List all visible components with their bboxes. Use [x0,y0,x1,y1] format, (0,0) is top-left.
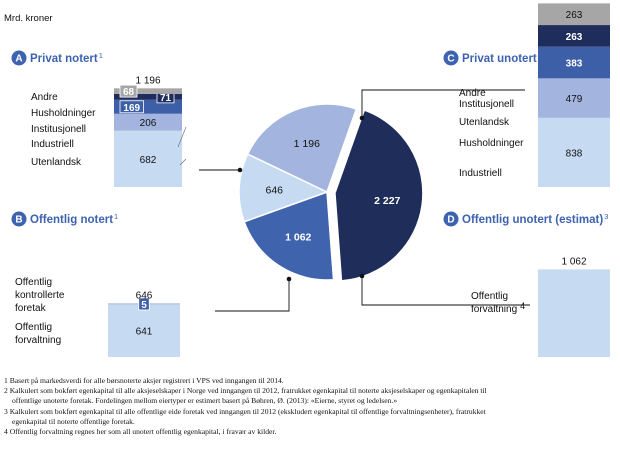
panel-a-total: 1 196 [135,75,160,86]
panel-c-segment-utenlandsk [538,46,610,79]
panel-c-label-andre: Andre [459,88,486,99]
panel-a-badge-institusjonell [119,100,144,114]
pie-label-b: 646 [266,184,284,196]
panel-d-title: Offentlig unotert (estimat)3 [462,212,608,226]
panel-b-value-offentlig-forvaltning: 641 [136,327,153,338]
panel-a-label-institusjonell: Institusjonell [31,124,86,135]
panel-b-title: Offentlig notert1 [30,212,118,226]
pie-label-a: 1 196 [294,138,320,150]
panel-d-total: 1 062 [561,256,586,267]
panel-c-segment-husholdninger [538,78,610,118]
panel-a-leader-industriell [177,126,187,148]
panel-b-value-offentlig-kontrollerte-foretak: 5 [141,300,147,311]
pie-slice-b [238,153,329,223]
panel-a-segment-industriell [114,113,182,131]
connector-b [215,279,290,312]
panel-a-label-utenlandsk: Utenlandsk [31,157,82,168]
panel-a-marker-badge [11,50,27,66]
pie-chart: 2 227 1 062 646 1 196 [238,103,424,282]
panel-d-marker-badge [443,211,459,227]
connector-a-dot [237,167,243,173]
panel-b-label-offentlig-kontrollerte-foretak: Offentlig kontrollerte foretak [15,277,65,314]
unit-label: Mrd. kroner [4,13,53,24]
panel-b-badge-offentlig-kontrollerte-foretak [138,297,150,311]
panel-c-value-institusjonell: 263 [566,32,583,43]
panel-a-leader-utenlandsk [179,158,187,166]
panel-a-badge-andre [119,84,138,98]
panel-a-value-industriell: 206 [140,118,157,129]
panel-b-marker-badge [11,211,27,227]
panel-c-label-husholdninger: Husholdninger [459,138,524,149]
panel-a-bar: 682 Utenlandsk 206 Industriell 169 Institusjo… [31,75,187,187]
panel-b-total: 646 [136,291,153,302]
ownership-chart: Mrd. kroner A Privat notert1 682 Utenland… [4,0,610,357]
panel-b-bar: 641 Offentlig forvaltning 5 Offentlig kontrol… [15,277,180,357]
panel-a-value-institusjonell: 169 [123,103,140,114]
panel-a-label-andre: Andre [31,92,58,103]
panel-a-segment-husholdninger [114,93,182,100]
connector-d [361,276,530,306]
pie-label-c: 2 227 [374,195,400,207]
panel-c-bar: 838 Industriell 479 Husholdninger 383 Utenlan… [459,0,610,187]
panel-b: B Offentlig notert1 641 Offentlig forvaltn… [11,211,180,357]
panel-a-value-husholdninger: 71 [160,93,172,104]
pie-slice-c [334,109,424,282]
panel-c-label-institusjonell: Institusjonell [459,99,514,110]
connector-c [361,89,525,118]
panel-d-bar: Offentlig forvaltning 4 1 062 [471,256,610,357]
panel-a-label-husholdninger: Husholdninger [31,108,96,119]
panel-c-marker-badge [443,50,459,66]
panel-c: C Privat unotert (estimat)2 838Industrie… [443,0,610,187]
panel-a: A Privat notert1 682 Utenlandsk 206 Industr… [11,50,187,187]
pie-slice-a [246,103,358,194]
footnote-2-continued: offentlige unoterte foretak. Fordelingen… [12,396,398,406]
footnote-2: 2 Kalkulert som bokført egenkapital til … [4,386,487,396]
connector-lines [199,89,530,312]
panel-c-label-utenlandsk: Utenlandsk [459,117,510,128]
panel-c-value-utenlandsk: 383 [566,59,583,70]
panel-c-segment-institusjonell [538,25,610,47]
connector-b-dot [286,276,292,282]
panel-c-value-husholdninger: 479 [566,94,583,105]
panel-a-segment-utenlandsk [114,130,182,187]
panel-a-value-utenlandsk: 682 [140,155,157,166]
panel-c-marker: C [447,54,454,65]
panel-a-marker: A [15,54,22,65]
panel-a-value-andre: 68 [123,87,135,98]
panel-d: D Offentlig unotert (estimat)3 Offentlig… [443,211,610,357]
panel-a-segment-andre [114,88,182,94]
panel-d-marker: D [447,215,454,226]
panel-d-segment-offentlig-forvaltning [538,269,610,357]
connector-c-dot [359,115,365,121]
panel-d-label-offentlig-forvaltning: Offentlig forvaltning 4 [471,291,525,315]
panel-b-segment-offentlig-forvaltning [108,304,180,357]
footnote-4: 4 Offentlig forvaltning regnes her som a… [4,427,277,437]
panel-c-label-industriell: Industriell [459,168,502,179]
panel-c-value-industriell: 838 [566,148,583,159]
footnote-3-continued: egenkapital til noterte offentlige foret… [12,416,135,426]
footnote-3: 3 Kalkulert som bokført egenkapital til … [4,406,486,416]
footnotes: 1 Basert på markedsverdi for alle børsno… [4,376,616,437]
panel-c-segment-andre [538,3,610,26]
pie-label-d: 1 062 [285,231,311,243]
panel-a-title: Privat notert1 [30,51,103,65]
panel-a-label-industriell: Industriell [31,139,74,150]
connector-d-dot [359,273,365,279]
panel-c-segment-industriell [538,117,610,187]
footnote-1: 1 Basert på markedsverdi for alle børsno… [4,376,284,385]
panel-b-label-offentlig-forvaltning: Offentlig forvaltning [15,322,61,346]
panel-c-value-andre: 263 [566,10,583,21]
panel-c-total: 2 227 [561,0,586,1]
panel-b-marker: B [15,215,22,226]
